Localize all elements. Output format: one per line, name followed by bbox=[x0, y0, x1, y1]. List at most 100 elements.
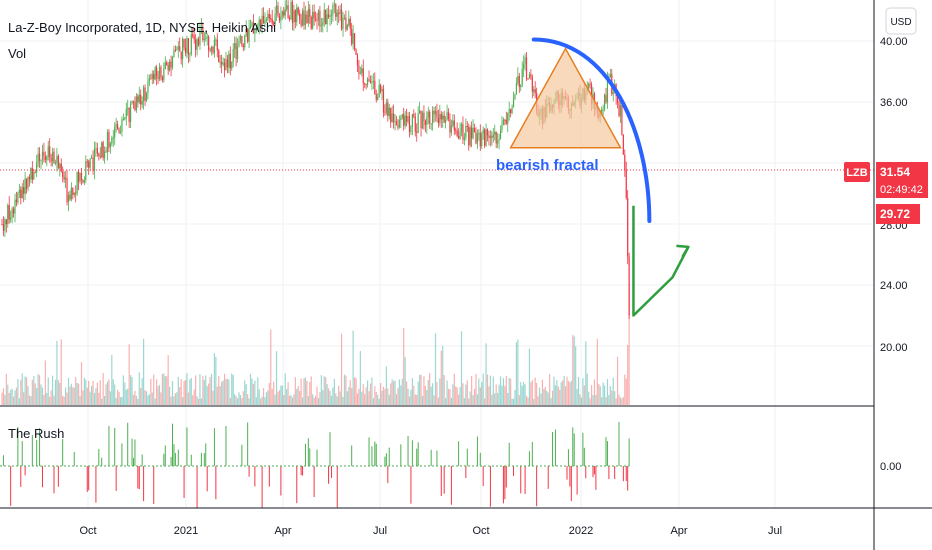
candle-body bbox=[294, 10, 296, 22]
candle-body bbox=[90, 157, 93, 159]
currency-button-label[interactable]: USD bbox=[890, 17, 911, 28]
candle-body bbox=[132, 101, 135, 103]
volume-bar bbox=[585, 341, 587, 405]
candle-body bbox=[351, 28, 353, 44]
volume-bar bbox=[481, 382, 483, 405]
volume-bar bbox=[508, 377, 510, 405]
volume-bar bbox=[1, 392, 3, 405]
candle-body bbox=[183, 38, 185, 48]
candle-body bbox=[481, 133, 483, 147]
currency-button[interactable]: USD bbox=[885, 7, 917, 35]
volume-bar bbox=[472, 395, 474, 405]
candle-body bbox=[31, 167, 33, 180]
candle-body bbox=[134, 102, 136, 111]
candle-body bbox=[336, 12, 338, 17]
volume-bar bbox=[125, 389, 127, 405]
volume-bar bbox=[362, 384, 364, 405]
candle-body bbox=[437, 117, 439, 124]
volume-bar bbox=[313, 397, 315, 405]
volume-bar bbox=[485, 343, 487, 405]
volume-bar bbox=[111, 354, 113, 405]
candle-body bbox=[50, 157, 52, 162]
time-tick-label: 2021 bbox=[174, 525, 198, 537]
candle-body bbox=[494, 131, 496, 135]
volume-bar bbox=[473, 388, 476, 405]
price-tick-label: 20.00 bbox=[880, 342, 908, 354]
volume-bar bbox=[608, 395, 610, 405]
volume-bar bbox=[541, 379, 544, 405]
candle-body bbox=[10, 217, 12, 220]
volume-bar bbox=[497, 393, 499, 405]
candle-body bbox=[421, 112, 424, 129]
volume-bar bbox=[114, 384, 116, 405]
candle-body bbox=[390, 107, 392, 123]
volume-bar bbox=[527, 397, 529, 405]
volume-bar bbox=[319, 392, 321, 405]
volume-bar bbox=[343, 374, 346, 405]
currency-button-frame[interactable] bbox=[885, 7, 917, 35]
candle-body bbox=[167, 64, 169, 71]
volume-bar bbox=[384, 389, 386, 405]
last-price-tag: 31.54 02:49:42 bbox=[876, 162, 928, 198]
candle-body bbox=[290, 2, 292, 20]
candle-body bbox=[20, 189, 22, 199]
candle-body bbox=[482, 129, 484, 134]
candle-body bbox=[157, 76, 159, 80]
candle-body bbox=[606, 77, 609, 103]
volume-bar bbox=[534, 377, 536, 405]
volume-bar bbox=[7, 384, 9, 405]
volume-bar bbox=[192, 395, 194, 405]
candle-body bbox=[439, 114, 441, 124]
candle-body bbox=[472, 127, 474, 139]
candle-body bbox=[262, 15, 265, 24]
candle-body bbox=[221, 62, 223, 65]
candle-body bbox=[432, 110, 434, 124]
candle-body bbox=[102, 142, 104, 159]
volume-bar bbox=[602, 382, 604, 405]
volume-bar bbox=[14, 390, 16, 405]
candle-body bbox=[226, 59, 229, 68]
candle-body bbox=[36, 163, 38, 173]
volume-bar bbox=[442, 345, 444, 405]
volume-bar bbox=[88, 380, 90, 405]
volume-bar bbox=[127, 388, 129, 405]
volume-bar bbox=[112, 379, 114, 405]
volume-bar bbox=[368, 391, 370, 405]
candle-body bbox=[103, 151, 106, 159]
volume-bar bbox=[394, 380, 396, 405]
candle-body bbox=[355, 49, 357, 55]
candle-body bbox=[309, 9, 311, 17]
volume-bar bbox=[228, 379, 230, 405]
volume-bar bbox=[195, 375, 197, 405]
candle-body bbox=[56, 155, 58, 163]
candle-body bbox=[333, 4, 335, 6]
volume-bar bbox=[330, 395, 333, 405]
candle-body bbox=[75, 192, 77, 194]
volume-bar bbox=[624, 374, 626, 405]
volume-bar bbox=[15, 387, 18, 405]
candle-body bbox=[291, 2, 294, 23]
candle-body bbox=[589, 83, 591, 85]
candle-body bbox=[416, 131, 418, 133]
volume-bar bbox=[453, 373, 455, 405]
candle-body bbox=[180, 51, 182, 60]
volume-bar bbox=[213, 353, 216, 405]
candle-body bbox=[307, 9, 309, 24]
candle-body bbox=[117, 124, 119, 129]
candle-body bbox=[229, 53, 231, 69]
candle-body bbox=[206, 36, 208, 38]
candle-body bbox=[499, 129, 502, 139]
volume-bar bbox=[171, 381, 174, 405]
candle-body bbox=[98, 153, 100, 156]
volume-bar bbox=[592, 395, 594, 405]
volume-bar bbox=[447, 388, 450, 405]
volume-bar bbox=[342, 396, 344, 405]
volume-bar bbox=[403, 327, 405, 405]
volume-bar bbox=[423, 376, 425, 405]
volume-bar bbox=[375, 392, 377, 405]
volume-bar bbox=[299, 390, 301, 405]
candle-body bbox=[200, 26, 203, 30]
volume-bar bbox=[426, 390, 428, 405]
volume-bar bbox=[515, 342, 518, 405]
volume-bar bbox=[507, 393, 509, 405]
